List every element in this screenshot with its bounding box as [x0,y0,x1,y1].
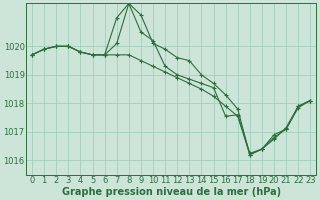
X-axis label: Graphe pression niveau de la mer (hPa): Graphe pression niveau de la mer (hPa) [62,187,281,197]
